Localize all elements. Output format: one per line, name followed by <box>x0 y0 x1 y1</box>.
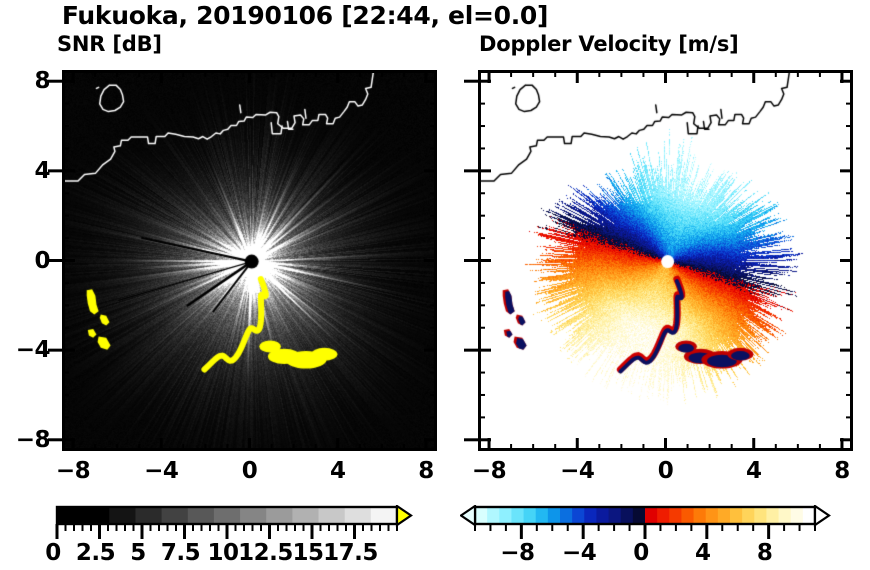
x-axis-tick-label-doppler-4: 8 <box>834 458 850 484</box>
x-axis-tick-label-snr-4: 8 <box>418 458 434 484</box>
y-axis-tick-label-3: −4 <box>15 337 51 364</box>
doppler-colorbar[interactable] <box>460 505 832 548</box>
y-axis-tick-label-0: 8 <box>34 68 50 95</box>
tick-marks-doppler <box>478 70 853 451</box>
doppler-colorbar-tick-label-0: −8 <box>500 540 535 566</box>
doppler-colorbar-tick-label-3: 4 <box>695 540 711 566</box>
doppler-colorbar-tick-label-4: 8 <box>756 540 773 566</box>
tick-marks-snr <box>62 70 437 451</box>
outer-ticks-doppler <box>464 79 478 442</box>
plot-panel-snr[interactable] <box>62 70 437 451</box>
snr-colorbar-tick-label-4: 10 <box>207 540 239 566</box>
outer-ticks-snr <box>48 79 62 442</box>
y-axis-tick-label-1: 4 <box>34 157 50 184</box>
y-axis-tick-label-4: −8 <box>15 426 51 453</box>
x-axis-tick-label-doppler-3: 4 <box>745 458 762 484</box>
snr-colorbar-tick-label-3: 7.5 <box>160 540 201 566</box>
doppler-radar-image <box>481 73 850 448</box>
page-title: Fukuoka, 20190106 [22:44, el=0.0] <box>61 1 549 30</box>
snr-colorbar-tick-label-7: 17.5 <box>323 540 378 566</box>
snr-radar-image <box>65 73 434 448</box>
x-axis-tick-label-doppler-2: 0 <box>657 458 674 484</box>
x-axis-tick-label-snr-2: 0 <box>241 458 258 484</box>
x-axis-tick-label-doppler-0: −8 <box>471 458 507 484</box>
snr-colorbar-tick-label-6: 15 <box>292 540 324 566</box>
snr-colorbar[interactable] <box>42 505 414 548</box>
x-axis-tick-label-snr-1: −4 <box>144 458 179 484</box>
panel-title-doppler: Doppler Velocity [m/s] <box>479 32 739 56</box>
x-axis-tick-label-snr-0: −8 <box>55 458 91 484</box>
snr-colorbar-tick-label-2: 5 <box>130 540 146 566</box>
y-axis-tick-label-2: 0 <box>34 247 50 274</box>
snr-colorbar-tick-label-5: 12.5 <box>238 540 293 566</box>
x-axis-tick-label-snr-3: 4 <box>329 458 346 484</box>
panel-title-snr: SNR [dB] <box>57 32 162 56</box>
x-axis-tick-label-doppler-1: −4 <box>560 458 595 484</box>
snr-colorbar-tick-label-0: 0 <box>45 540 61 566</box>
snr-colorbar-tick-label-1: 2.5 <box>75 540 116 566</box>
doppler-colorbar-tick-label-1: −4 <box>562 540 597 566</box>
doppler-colorbar-tick-label-2: 0 <box>633 540 649 566</box>
